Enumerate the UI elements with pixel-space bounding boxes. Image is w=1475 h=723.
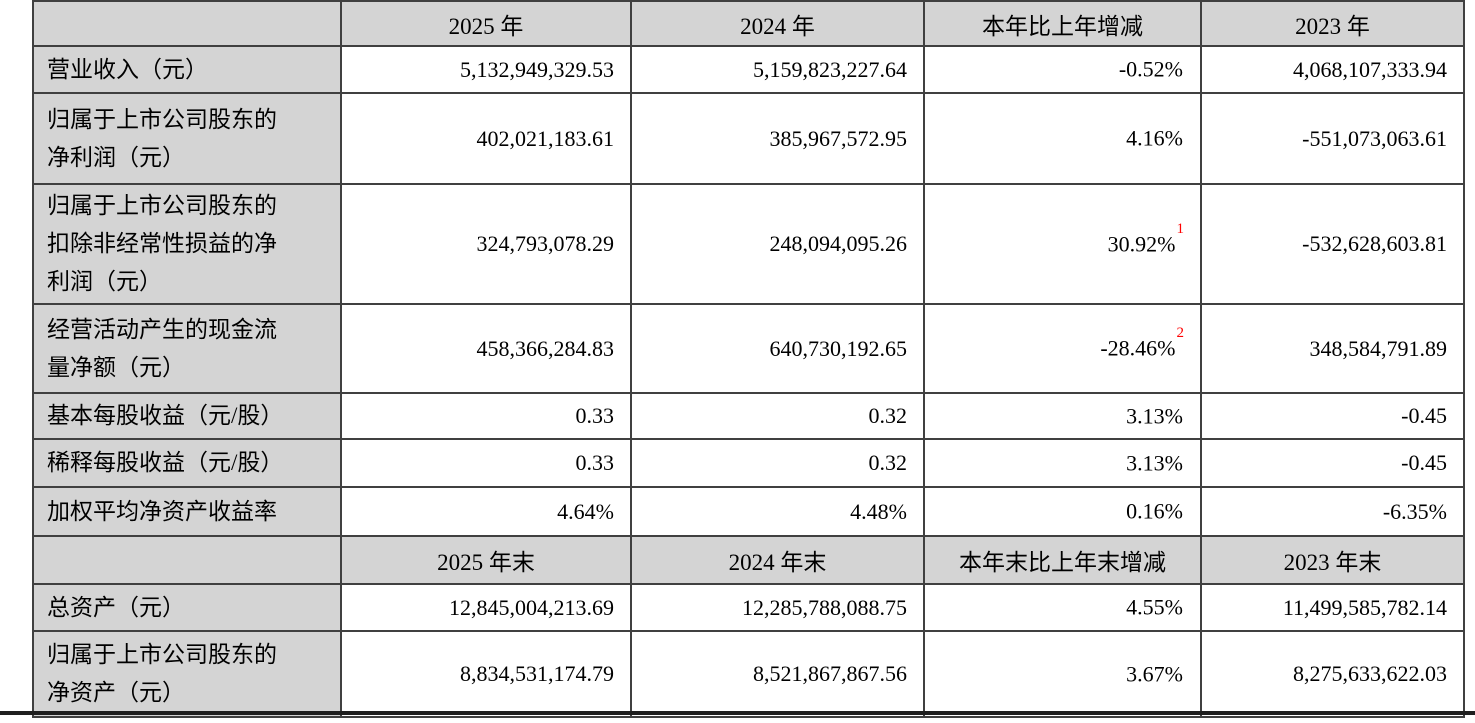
table-row: 归属于上市公司股东的 扣除非经常性损益的净 利润（元） 324,793,078.… xyxy=(32,183,1465,305)
cell-change: 30.92%1 xyxy=(923,183,1202,305)
change-value: 0.16% xyxy=(1126,498,1183,524)
row-label-diluted-eps: 稀释每股收益（元/股） xyxy=(32,438,342,488)
cell-2024: 12,285,788,088.75 xyxy=(630,583,925,632)
page-bottom-rule xyxy=(0,711,1475,715)
cell-2024: 248,094,095.26 xyxy=(630,183,925,305)
row-label-deducted-net-profit: 归属于上市公司股东的 扣除非经常性损益的净 利润（元） xyxy=(32,183,342,305)
header-yoy-change: 本年比上年增减 xyxy=(923,0,1202,47)
cell-2024: 385,967,572.95 xyxy=(630,92,925,185)
header-row-annual: 2025 年 2024 年 本年比上年增减 2023 年 xyxy=(32,0,1465,47)
cell-2023: 4,068,107,333.94 xyxy=(1200,45,1465,94)
footnote-marker: 2 xyxy=(1176,325,1185,342)
change-value: -28.46% xyxy=(1100,335,1176,361)
header-2024: 2024 年 xyxy=(630,0,925,47)
table-row: 总资产（元） 12,845,004,213.69 12,285,788,088.… xyxy=(32,583,1465,632)
table-row: 稀释每股收益（元/股） 0.33 0.32 3.13% -0.45 xyxy=(32,438,1465,488)
cell-change: 3.13% xyxy=(923,392,1202,440)
row-label-revenue: 营业收入（元） xyxy=(32,45,342,94)
table-row: 营业收入（元） 5,132,949,329.53 5,159,823,227.6… xyxy=(32,45,1465,94)
cell-2023: 348,584,791.89 xyxy=(1200,303,1465,394)
cell-2025: 0.33 xyxy=(340,438,632,488)
change-value: 4.16% xyxy=(1126,125,1183,151)
cell-change: -28.46%2 xyxy=(923,303,1202,394)
cell-2024: 0.32 xyxy=(630,392,925,440)
cell-2023: -551,073,063.61 xyxy=(1200,92,1465,185)
cell-2025: 12,845,004,213.69 xyxy=(340,583,632,632)
cell-2023: -532,628,603.81 xyxy=(1200,183,1465,305)
header-2023-end: 2023 年末 xyxy=(1200,535,1465,585)
cell-2025: 4.64% xyxy=(340,486,632,537)
change-value: 4.55% xyxy=(1126,594,1183,620)
change-value: -0.52% xyxy=(1118,56,1183,82)
row-label-net-profit: 归属于上市公司股东的 净利润（元） xyxy=(32,92,342,185)
row-label-weighted-avg-roe: 加权平均净资产收益率 xyxy=(32,486,342,537)
cell-change: 4.55% xyxy=(923,583,1202,632)
cell-2023: 8,275,633,622.03 xyxy=(1200,630,1465,718)
cell-2024: 0.32 xyxy=(630,438,925,488)
header-row-period-end: 2025 年末 2024 年末 本年末比上年末增减 2023 年末 xyxy=(32,535,1465,585)
change-value: 3.67% xyxy=(1126,661,1183,687)
cell-2025: 5,132,949,329.53 xyxy=(340,45,632,94)
table-row: 经营活动产生的现金流 量净额（元） 458,366,284.83 640,730… xyxy=(32,303,1465,394)
table-row: 加权平均净资产收益率 4.64% 4.48% 0.16% -6.35% xyxy=(32,486,1465,537)
table-row: 基本每股收益（元/股） 0.33 0.32 3.13% -0.45 xyxy=(32,392,1465,440)
cell-2023: -6.35% xyxy=(1200,486,1465,537)
cell-2024: 4.48% xyxy=(630,486,925,537)
cell-2023: 11,499,585,782.14 xyxy=(1200,583,1465,632)
footnote-marker: 1 xyxy=(1176,220,1185,237)
header-2025: 2025 年 xyxy=(340,0,632,47)
row-label-net-assets: 归属于上市公司股东的 净资产（元） xyxy=(32,630,342,718)
cell-2023: -0.45 xyxy=(1200,438,1465,488)
cell-2025: 324,793,078.29 xyxy=(340,183,632,305)
row-label-operating-cash-flow: 经营活动产生的现金流 量净额（元） xyxy=(32,303,342,394)
cell-2023: -0.45 xyxy=(1200,392,1465,440)
header-2024-end: 2024 年末 xyxy=(630,535,925,585)
cell-2024: 640,730,192.65 xyxy=(630,303,925,394)
header-2025-end: 2025 年末 xyxy=(340,535,632,585)
cell-2025: 8,834,531,174.79 xyxy=(340,630,632,718)
row-label-basic-eps: 基本每股收益（元/股） xyxy=(32,392,342,440)
change-value: 3.13% xyxy=(1126,450,1183,476)
table-row: 归属于上市公司股东的 净资产（元） 8,834,531,174.79 8,521… xyxy=(32,630,1465,718)
cell-2024: 8,521,867,867.56 xyxy=(630,630,925,718)
header-blank-cell xyxy=(32,535,342,585)
cell-2024: 5,159,823,227.64 xyxy=(630,45,925,94)
header-blank-cell xyxy=(32,0,342,47)
table-row: 归属于上市公司股东的 净利润（元） 402,021,183.61 385,967… xyxy=(32,92,1465,185)
change-value: 3.13% xyxy=(1126,403,1183,429)
cell-2025: 0.33 xyxy=(340,392,632,440)
cell-2025: 402,021,183.61 xyxy=(340,92,632,185)
change-value: 30.92% xyxy=(1107,231,1176,257)
cell-change: 3.13% xyxy=(923,438,1202,488)
header-end-change: 本年末比上年末增减 xyxy=(923,535,1202,585)
cell-change: -0.52% xyxy=(923,45,1202,94)
row-label-total-assets: 总资产（元） xyxy=(32,583,342,632)
financial-summary-table: 2025 年 2024 年 本年比上年增减 2023 年 营业收入（元） 5,1… xyxy=(32,0,1465,718)
cell-change: 0.16% xyxy=(923,486,1202,537)
cell-change: 4.16% xyxy=(923,92,1202,185)
cell-2025: 458,366,284.83 xyxy=(340,303,632,394)
cell-change: 3.67% xyxy=(923,630,1202,718)
header-2023: 2023 年 xyxy=(1200,0,1465,47)
